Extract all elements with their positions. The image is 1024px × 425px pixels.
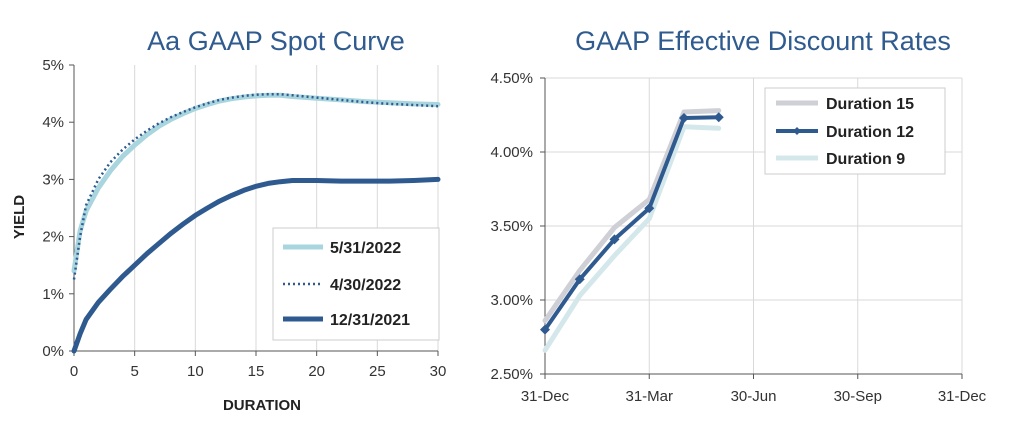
discount-rates-point-duration-12 xyxy=(679,112,689,123)
spot-curve-x-tick-label: 0 xyxy=(70,363,78,380)
discount-rates-x-tick-label: 30-Jun xyxy=(731,388,777,405)
legend-label-duration-9: Duration 9 xyxy=(826,151,905,168)
discount-rates-title: GAAP Effective Discount Rates xyxy=(575,26,951,56)
legend-label-12-31-2021: 12/31/2021 xyxy=(330,312,410,329)
legend-marker-duration-12 xyxy=(793,127,801,135)
discount-rates-y-tick-label: 3.50% xyxy=(490,218,533,235)
spot-curve-y-tick-label: 1% xyxy=(42,286,64,303)
spot-curve-legend: 5/31/2022 4/30/2022 12/31/2021 xyxy=(272,227,440,341)
discount-rates-y-tick-label: 2.50% xyxy=(490,366,533,383)
spot-curve-y-tick-label: 5% xyxy=(42,57,64,74)
spot-curve-y-ticks: 0% 1% 2% 3% 4% 5% xyxy=(42,57,74,360)
discount-rates-point-duration-12 xyxy=(609,234,620,245)
discount-rates-point-duration-12 xyxy=(540,324,550,335)
discount-rates-x-ticks: 31-Dec 31-Mar 30-Jun 30-Sep 31-Dec xyxy=(521,374,987,405)
spot-curve-title: Aa GAAP Spot Curve xyxy=(147,26,405,56)
discount-rates-legend: Duration 15 Duration 12 Duration 9 xyxy=(764,87,946,175)
spot-curve-gridlines xyxy=(134,65,439,351)
spot-curve-series xyxy=(71,92,441,354)
spot-curve-x-tick-label: 25 xyxy=(369,363,386,380)
spot-curve-x-tick-label: 10 xyxy=(187,363,204,380)
spot-curve-y-tick-label: 3% xyxy=(42,171,64,188)
discount-rates-x-tick-label: 30-Sep xyxy=(834,388,882,405)
spot-curve-x-tick-label: 30 xyxy=(430,363,447,380)
discount-rates-y-ticks: 2.50% 3.00% 3.50% 4.00% 4.50% xyxy=(490,70,545,383)
spot-curve-y-tick-label: 0% xyxy=(42,343,64,360)
spot-curve-y-tick-label: 4% xyxy=(42,114,64,131)
discount-rates-point-duration-12 xyxy=(644,203,655,214)
legend-label-4-30-2022: 4/30/2022 xyxy=(330,277,401,294)
spot-curve-chart: Aa GAAP Spot Curve 0% 1% 2% 3% 4% 5% 0 5 10 15 20… xyxy=(11,26,446,414)
discount-rates-x-tick-label: 31-Dec xyxy=(521,388,570,405)
discount-rates-chart: GAAP Effective Discount Rates 2.50% 3.00%… xyxy=(490,26,986,405)
discount-rates-x-tick-label: 31-Mar xyxy=(625,388,673,405)
legend-label-duration-15: Duration 15 xyxy=(826,96,914,113)
discount-rates-series xyxy=(540,108,724,353)
discount-rates-y-tick-label: 3.00% xyxy=(490,292,533,309)
spot-curve-y-axis-title: YIELD xyxy=(11,195,28,239)
discount-rates-point-duration-12 xyxy=(574,274,585,285)
spot-curve-x-tick-label: 15 xyxy=(248,363,265,380)
legend-label-duration-12: Duration 12 xyxy=(826,124,914,141)
legend-label-5-31-2022: 5/31/2022 xyxy=(330,240,401,257)
spot-curve-series-line-12-31-2021 xyxy=(71,176,441,354)
spot-curve-series-line-4-30-2022 xyxy=(72,92,439,280)
discount-rates-point-duration-12 xyxy=(713,112,724,123)
discount-rates-y-tick-label: 4.00% xyxy=(490,144,533,161)
discount-rates-x-tick-label: 31-Dec xyxy=(938,388,987,405)
discount-rates-series-line-duration-15 xyxy=(542,108,722,324)
discount-rates-y-tick-label: 4.50% xyxy=(490,70,533,87)
discount-rates-series-line-duration-9 xyxy=(542,124,722,353)
spot-curve-x-tick-label: 20 xyxy=(308,363,325,380)
spot-curve-y-tick-label: 2% xyxy=(42,229,64,246)
spot-curve-x-tick-label: 5 xyxy=(130,363,138,380)
discount-rates-series-line-duration-12 xyxy=(543,115,721,332)
spot-curve-x-axis-title: DURATION xyxy=(223,397,301,414)
spot-curve-x-ticks: 0 5 10 15 20 25 30 xyxy=(70,351,447,380)
